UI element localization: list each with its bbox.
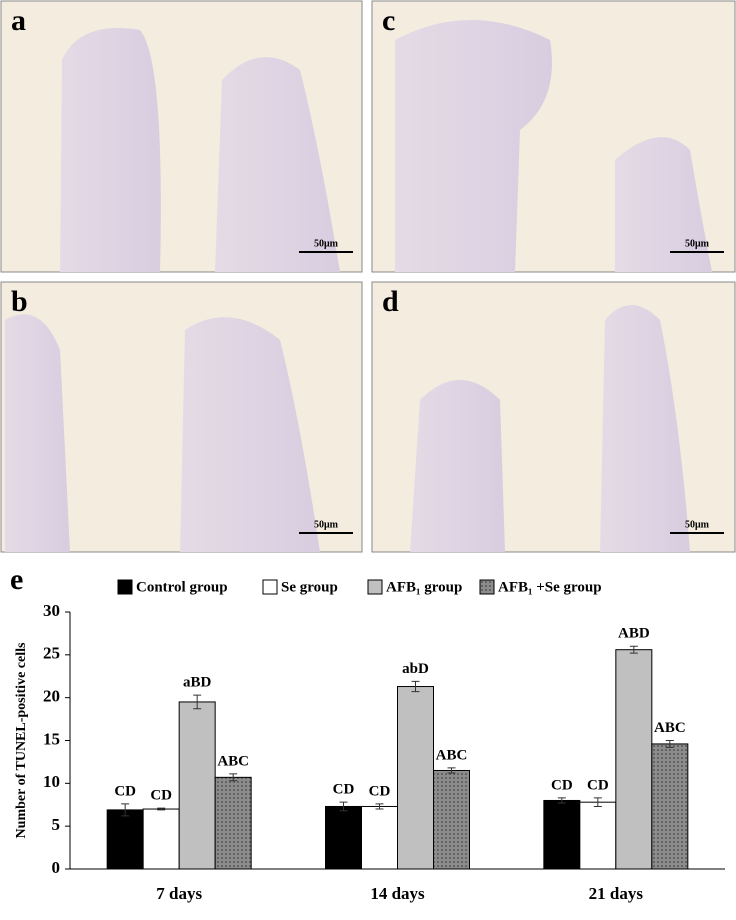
x-tick-label: 14 days — [370, 884, 425, 903]
error-bar — [157, 807, 166, 811]
bar — [579, 801, 617, 870]
y-tick-label: 30 — [43, 601, 60, 620]
scale-bar-label: 50μm — [314, 238, 339, 249]
error-bar — [447, 767, 456, 774]
bar — [543, 799, 581, 870]
legend-swatch — [367, 579, 383, 595]
legend-swatch — [117, 579, 133, 595]
x-tick-label: 21 days — [589, 884, 644, 903]
panel-label: c — [382, 4, 395, 37]
significance-label: CD — [587, 777, 609, 793]
significance-label: ABD — [618, 626, 650, 642]
x-tick-label: 7 days — [156, 884, 202, 903]
bar — [142, 808, 180, 870]
significance-label: CD — [114, 783, 136, 799]
bar — [651, 743, 689, 870]
y-tick-label: 0 — [52, 858, 61, 877]
significance-label: CD — [369, 783, 391, 799]
bar — [615, 649, 653, 870]
significance-label: CD — [333, 782, 355, 798]
villus — [60, 28, 161, 272]
error-bar — [665, 740, 674, 748]
significance-label: ABC — [436, 747, 468, 763]
legend-swatch — [479, 579, 495, 595]
villus — [395, 20, 552, 272]
y-tick-label: 5 — [52, 815, 61, 834]
villus — [215, 57, 340, 273]
error-bar — [593, 797, 602, 807]
panel-label: e — [10, 563, 23, 596]
significance-label: CD — [150, 788, 172, 804]
legend-swatch — [262, 579, 278, 595]
y-tick-label: 20 — [43, 687, 60, 706]
villus — [410, 380, 505, 552]
panel-label: d — [382, 285, 399, 318]
y-axis-label: Number of TUNEL-positive cells — [14, 642, 29, 838]
bar — [214, 776, 252, 870]
bar — [325, 805, 362, 870]
bar — [433, 769, 470, 870]
error-bar — [193, 694, 202, 710]
legend-label: Se group — [281, 579, 338, 595]
micrographs — [0, 0, 736, 553]
bar — [178, 701, 216, 870]
significance-label: aBD — [183, 675, 212, 691]
y-tick-label: 15 — [43, 729, 60, 748]
villus — [600, 305, 690, 552]
error-bar — [229, 773, 238, 782]
villus — [615, 137, 712, 272]
significance-label: ABC — [217, 753, 249, 769]
villus — [5, 314, 70, 552]
error-bar — [339, 801, 348, 812]
significance-label: ABC — [654, 720, 686, 736]
panel-label: a — [11, 4, 26, 37]
error-bar — [121, 803, 130, 817]
scale-bar-label: 50μm — [685, 238, 710, 249]
y-tick-label: 10 — [43, 772, 60, 791]
error-bar — [557, 797, 566, 804]
significance-label: CD — [551, 777, 573, 793]
significance-label: abD — [402, 661, 429, 677]
legend-label: AFB₁ group — [386, 579, 462, 595]
scale-bar-label: 50μm — [685, 519, 710, 530]
error-bar — [629, 645, 638, 654]
y-tick-label: 25 — [43, 644, 60, 663]
error-bar — [375, 803, 384, 810]
villus — [180, 317, 320, 552]
error-bar — [411, 680, 420, 693]
legend-label: AFB₁ +Se group — [498, 579, 602, 595]
bar — [397, 686, 434, 870]
bar — [361, 805, 398, 870]
legend-label: Control group — [136, 579, 228, 595]
scale-bar-label: 50μm — [314, 519, 339, 530]
bar — [106, 809, 144, 870]
panel-label: b — [11, 285, 28, 318]
